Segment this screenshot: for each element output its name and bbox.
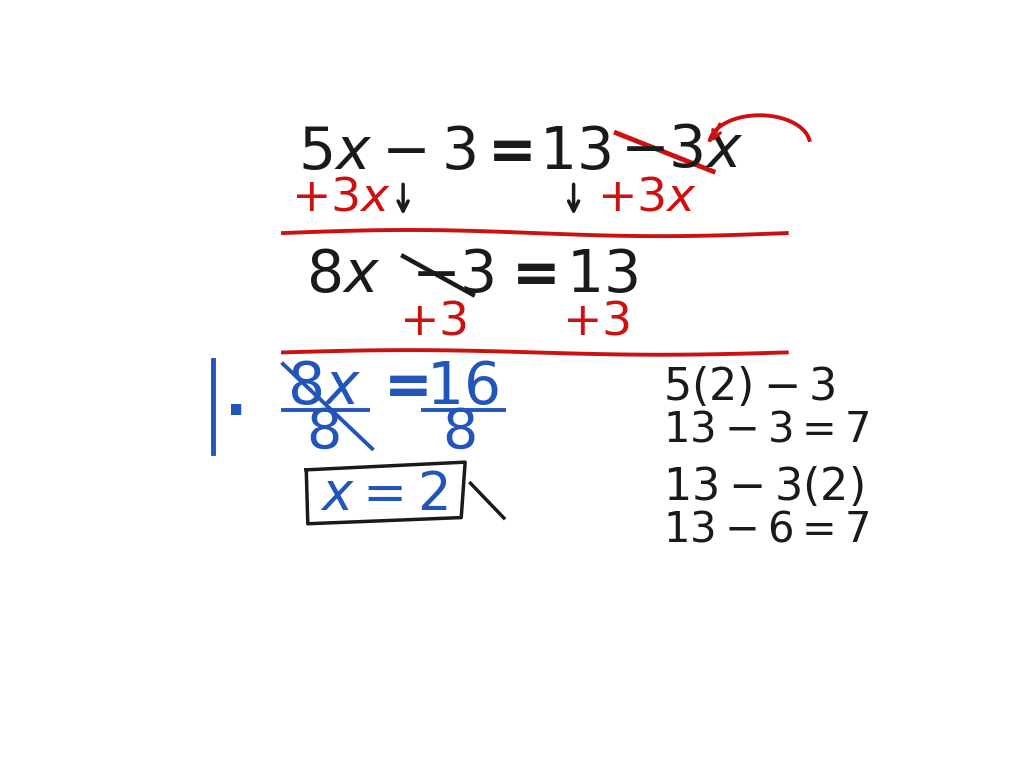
Text: $5(2)-3$: $5(2)-3$ [663,365,836,409]
Text: $13-3=7$: $13-3=7$ [663,409,869,450]
Text: $-3x$: $-3x$ [621,122,743,179]
Text: $13$: $13$ [539,124,610,180]
Text: $16$: $16$ [426,359,499,415]
Text: =: = [384,359,432,415]
Text: =: = [512,247,560,304]
Text: $8$: $8$ [306,406,340,460]
Text: $-3$: $-3$ [411,247,495,304]
Text: $8$: $8$ [442,406,475,460]
Text: =: = [488,124,538,180]
Text: $+3x$: $+3x$ [597,176,697,221]
Text: $x = 2$: $x = 2$ [319,469,447,521]
Text: $13-6=7$: $13-6=7$ [663,508,869,551]
Text: $+3x$: $+3x$ [291,176,391,221]
Text: .: . [225,370,247,427]
Text: $8x$: $8x$ [287,359,361,415]
Text: $5x-3$: $5x-3$ [299,124,476,180]
Text: $8x$: $8x$ [306,247,381,304]
Text: $13$: $13$ [566,247,638,304]
Text: $13-3(2)$: $13-3(2)$ [663,465,863,509]
Text: $+3$: $+3$ [399,299,467,344]
Text: $+3$: $+3$ [562,299,630,344]
